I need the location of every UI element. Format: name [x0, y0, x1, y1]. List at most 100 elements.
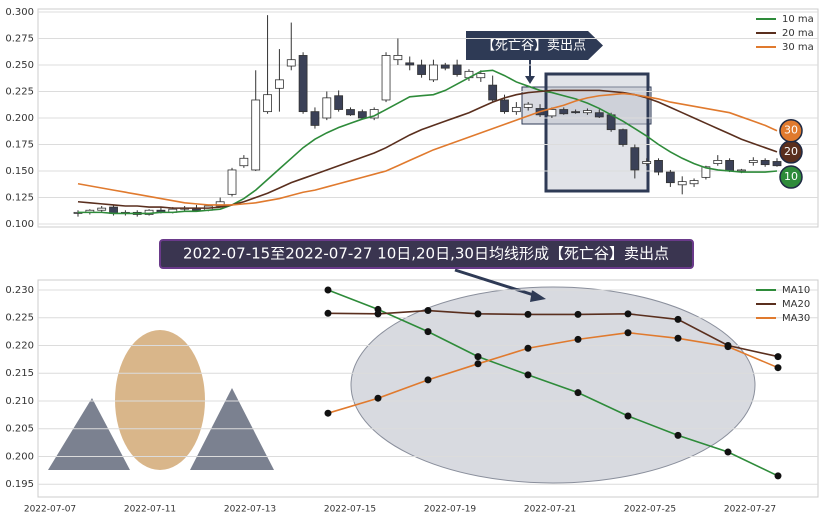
end-label: 20: [784, 145, 798, 158]
legend-label: MA30: [782, 313, 810, 324]
x-tick-label: 2022-07-25: [624, 505, 676, 515]
candle-body: [286, 59, 296, 67]
point: [324, 409, 332, 417]
y-tick-label: 0.300: [5, 7, 34, 18]
candle-body: [547, 109, 557, 117]
point: [524, 344, 532, 352]
point: [474, 360, 482, 368]
candle-body: [298, 55, 308, 113]
candle-body: [583, 110, 592, 114]
legend-label: 20 ma: [782, 28, 814, 39]
point: [774, 472, 782, 480]
point: [574, 335, 582, 343]
ma-line: [77, 92, 778, 206]
y-tick-label: 0.210: [5, 396, 34, 407]
dog: [115, 330, 205, 470]
legend-label: 30 ma: [782, 42, 814, 53]
candle-body: [523, 103, 533, 108]
point: [374, 394, 382, 402]
point: [674, 431, 682, 439]
candle-body: [559, 109, 569, 115]
y-tick-label: 0.195: [5, 479, 34, 490]
candle-body: [476, 73, 486, 79]
candle-body: [630, 147, 640, 171]
point: [624, 329, 632, 337]
candle-body: [772, 161, 782, 167]
legend-label: MA20: [782, 299, 810, 310]
point: [424, 328, 432, 336]
candle-body: [227, 169, 237, 195]
y-tick-label: 0.200: [5, 113, 34, 124]
candle-body: [571, 111, 580, 114]
candle-body: [500, 99, 509, 113]
candle-body: [618, 129, 628, 145]
annotation: 【死亡谷】卖出点: [482, 39, 586, 54]
candle-body: [642, 161, 652, 164]
mountain: [48, 398, 130, 470]
ma-line: [77, 89, 778, 209]
candle-body: [737, 169, 746, 172]
point: [624, 412, 632, 420]
candle-body: [239, 157, 249, 167]
end-badge: [779, 118, 803, 143]
y-tick-label: 0.220: [5, 340, 34, 351]
end-label: 30: [784, 124, 798, 137]
end-label: 10: [784, 170, 798, 183]
candle-body: [381, 55, 391, 101]
pointer: [454, 268, 541, 299]
ma-line: [327, 289, 779, 477]
y-tick-label: 0.225: [5, 86, 34, 97]
candle-body: [440, 64, 450, 69]
candle-body: [452, 64, 462, 75]
candle-body: [322, 97, 332, 119]
y-tick-label: 0.215: [5, 368, 34, 379]
candle-body: [215, 201, 225, 207]
point: [674, 334, 682, 342]
candle-body: [263, 94, 272, 113]
pointer-head: [525, 76, 535, 84]
candles: [73, 15, 782, 217]
point: [724, 343, 732, 351]
point: [474, 353, 482, 361]
y-tick-label: 0.150: [5, 166, 34, 177]
x-tick-label: 2022-07-19: [424, 505, 477, 515]
x-tick-label: 2022-07-27: [724, 505, 776, 515]
bottom-frame: [37, 279, 819, 498]
title-box: [159, 239, 694, 269]
point: [524, 371, 532, 379]
point: [574, 389, 582, 397]
ma-line: [327, 331, 779, 414]
y-tick-label: 0.250: [5, 60, 34, 71]
y-tick-label: 0.275: [5, 33, 34, 44]
point: [524, 310, 532, 318]
candle-body: [665, 171, 675, 184]
candle-body: [429, 64, 438, 81]
y-tick-label: 0.230: [5, 285, 34, 296]
candle-body: [594, 112, 604, 118]
point: [774, 364, 782, 372]
legend-label: MA10: [782, 285, 810, 296]
point: [324, 286, 332, 294]
point: [474, 310, 482, 318]
point: [624, 310, 632, 318]
candle-body: [701, 166, 711, 178]
candle-body: [725, 160, 735, 172]
candle-body: [511, 106, 521, 113]
candle-body: [393, 55, 403, 61]
y-tick-label: 0.205: [5, 424, 34, 435]
point: [424, 376, 432, 384]
y-tick-label: 0.175: [5, 140, 34, 151]
point: [424, 307, 432, 315]
y-tick-label: 0.100: [5, 219, 34, 230]
x-tick-label: 2022-07-21: [524, 505, 576, 515]
candle-body: [417, 64, 426, 75]
candle-body: [405, 62, 415, 66]
highlight-ellipse: [350, 286, 756, 484]
candle-body: [760, 160, 770, 166]
point: [724, 448, 732, 456]
x-tick-label: 2022-07-13: [224, 505, 276, 515]
candle-body: [689, 180, 699, 185]
candle-body: [748, 160, 758, 163]
ma-line: [78, 69, 778, 215]
